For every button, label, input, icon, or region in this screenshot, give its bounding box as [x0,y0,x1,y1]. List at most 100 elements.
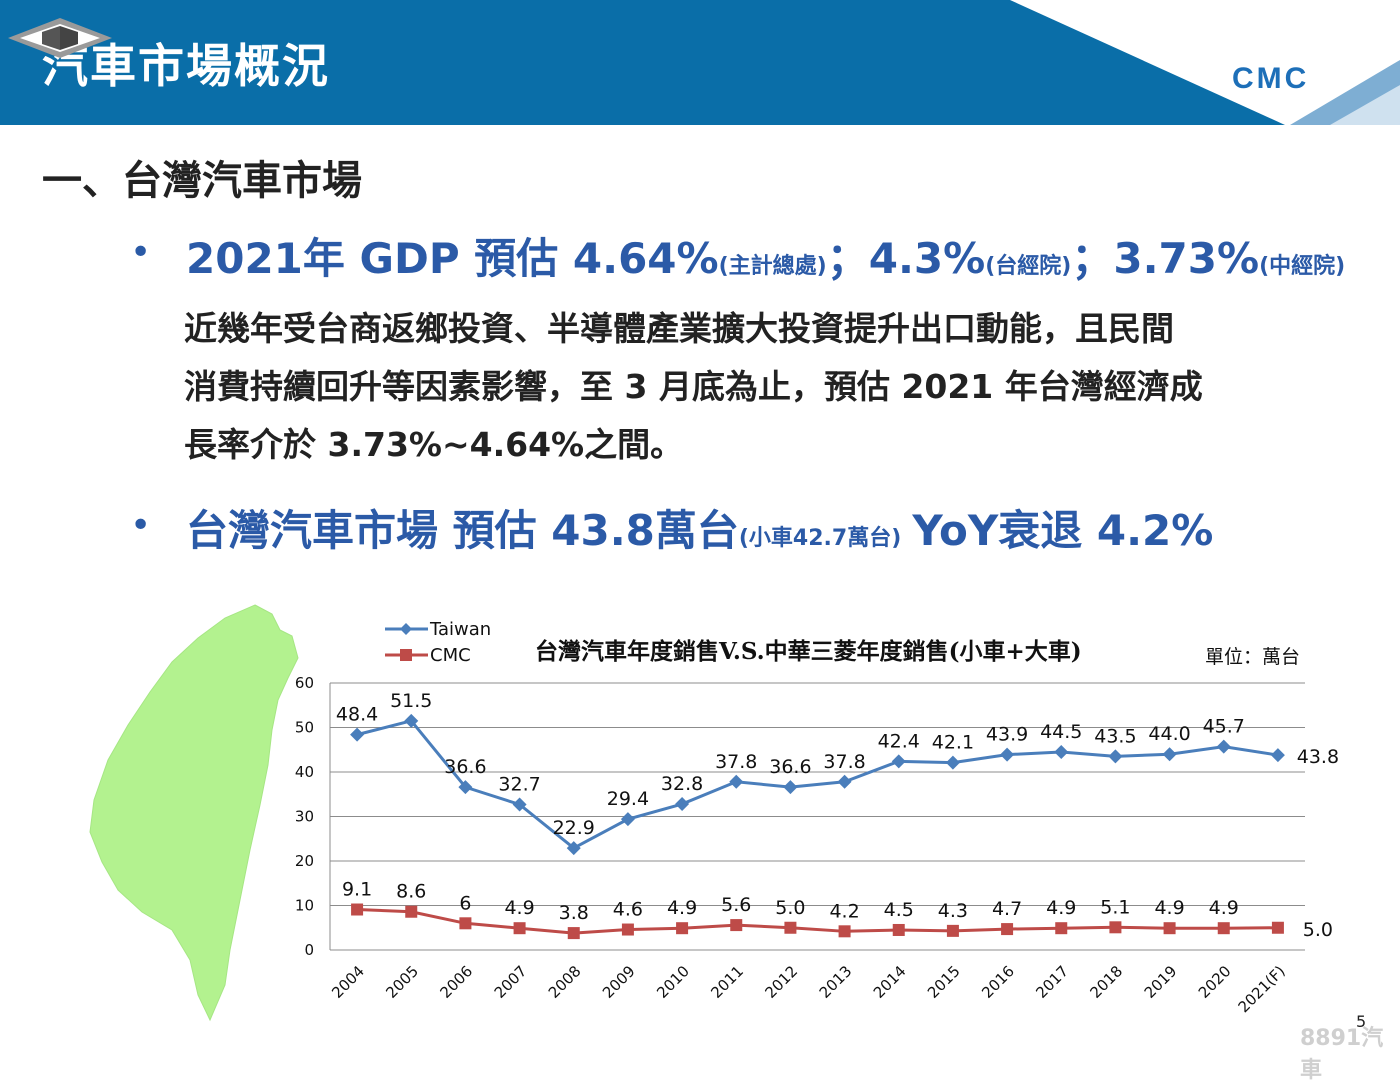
data-label: 3.8 [559,902,589,924]
data-point [891,754,906,769]
x-tick-label: 2020 [1195,962,1235,1002]
paragraph-line-2: 消費持續回升等因素影響，至 3 月底為止，預估 2021 年台灣經濟成 [184,367,1203,406]
x-tick-label: 2011 [707,962,747,1002]
bullet-gdp: • [130,232,152,273]
data-point [676,922,689,935]
data-label: 4.2 [829,900,859,922]
data-label: 22.9 [553,817,595,839]
data-point [729,774,744,789]
data-point [1216,739,1231,754]
gdp-separator-1: ； [826,234,869,283]
paragraph-line-3: 長率介於 3.73%~4.64%之間。 [184,425,684,464]
data-point [783,780,798,795]
y-tick-label: 50 [295,719,314,737]
data-label: 42.1 [932,732,974,754]
data-label: 42.4 [878,730,920,752]
data-point [1001,923,1014,936]
data-label: 37.8 [715,751,757,773]
data-label: 6 [459,892,471,914]
data-point [350,727,365,742]
data-label: 4.6 [613,899,643,921]
data-point [404,713,419,728]
data-point [458,780,473,795]
data-label: 4.9 [1046,897,1076,919]
data-label: 5.0 [1303,919,1333,941]
x-tick-label: 2017 [1032,962,1072,1002]
x-tick-label: 2012 [762,962,802,1002]
taiwan-map-icon [89,604,299,1022]
data-point [513,922,526,935]
chart-title: 台灣汽車年度銷售V.S.中華三菱年度銷售(小車+大車) [535,638,1082,665]
x-tick-label: 2021(F) [1235,962,1289,1016]
data-label: 44.0 [1148,723,1190,745]
data-point [621,923,634,936]
legend-label: Taiwan [429,619,491,640]
gdp-value-3: 3.73% [1113,234,1260,283]
data-label: 4.7 [992,898,1022,920]
data-point [784,921,797,934]
logo-text: CMC [1232,62,1310,95]
data-point [1270,748,1285,763]
x-tick-label: 2006 [437,962,477,1002]
market-forecast-line: 台灣汽車市場 預估 43.8萬台(小車42.7萬台) YoY衰退 4.2% [186,497,1213,558]
sales-line-chart: 0 10 20 30 40 50 60 2004 2005 2006 2007 2008 2009 201… [295,619,1339,1016]
data-label: 43.9 [986,724,1028,746]
data-point [567,927,580,940]
data-point [892,923,905,936]
watermark: 8891汽車 [1300,1026,1384,1083]
data-point [946,924,959,937]
gdp-separator-2: ； [1071,234,1114,283]
data-label: 8.6 [396,881,426,903]
data-point [837,774,852,789]
market-small-car: (小車42.7萬台) [738,526,902,551]
data-point [512,797,527,812]
data-point [1163,922,1176,935]
x-tick-label: 2013 [816,962,856,1002]
bullet-market: • [130,505,152,546]
data-label: 5.6 [721,894,751,916]
data-label: 4.5 [884,899,914,921]
series-line-taiwan [356,719,1279,850]
data-point [1162,747,1177,762]
data-label: 4.9 [1209,897,1239,919]
data-label: 5.0 [775,897,805,919]
data-label: 43.8 [1297,746,1339,768]
gdp-value-1: 4.64% [572,234,719,283]
paragraph-line-1: 近幾年受台商返鄉投資、半導體產業擴大投資提升出口動能，且民間 [184,309,1174,348]
data-point [1109,921,1122,934]
data-point [1055,922,1068,935]
chart-unit: 單位：萬台 [1205,646,1300,668]
y-tick-label: 30 [295,808,314,826]
data-label: 5.1 [1100,896,1130,918]
y-tick-label: 40 [295,763,314,781]
gdp-value-2: 4.3% [868,234,986,283]
data-label: 4.9 [504,897,534,919]
legend-marker [400,649,412,661]
data-point [838,925,851,938]
x-tick-label: 2009 [599,962,639,1002]
data-point [675,797,690,812]
data-point [459,917,472,930]
page-number: 5 [1356,1012,1367,1031]
market-main: 台灣汽車市場 預估 43.8萬台 [186,506,739,555]
x-tick-label: 2015 [924,962,964,1002]
data-label: 44.5 [1040,721,1082,743]
legend-label: CMC [430,645,471,666]
gdp-explanation: 近幾年受台商返鄉投資、半導體產業擴大投資提升出口動能，且民間 消費持續回升等因素… [184,300,1374,474]
x-tick-label: 2008 [545,962,585,1002]
gdp-prefix: 2021年 GDP 預估 [186,234,573,283]
data-label: 45.7 [1203,716,1245,738]
legend-marker [400,623,412,635]
data-point [945,755,960,770]
x-tick-label: 2007 [491,962,531,1002]
x-tick-label: 2014 [870,962,910,1002]
x-tick-label: 2018 [1087,962,1127,1002]
page-title: 汽車市場概況 [42,39,330,93]
data-label: 4.9 [1154,897,1184,919]
data-point [730,919,743,932]
header-background [0,0,1400,125]
data-point [1217,922,1230,935]
data-label: 4.3 [938,900,968,922]
data-label: 4.9 [667,897,697,919]
data-label: 36.6 [444,756,486,778]
